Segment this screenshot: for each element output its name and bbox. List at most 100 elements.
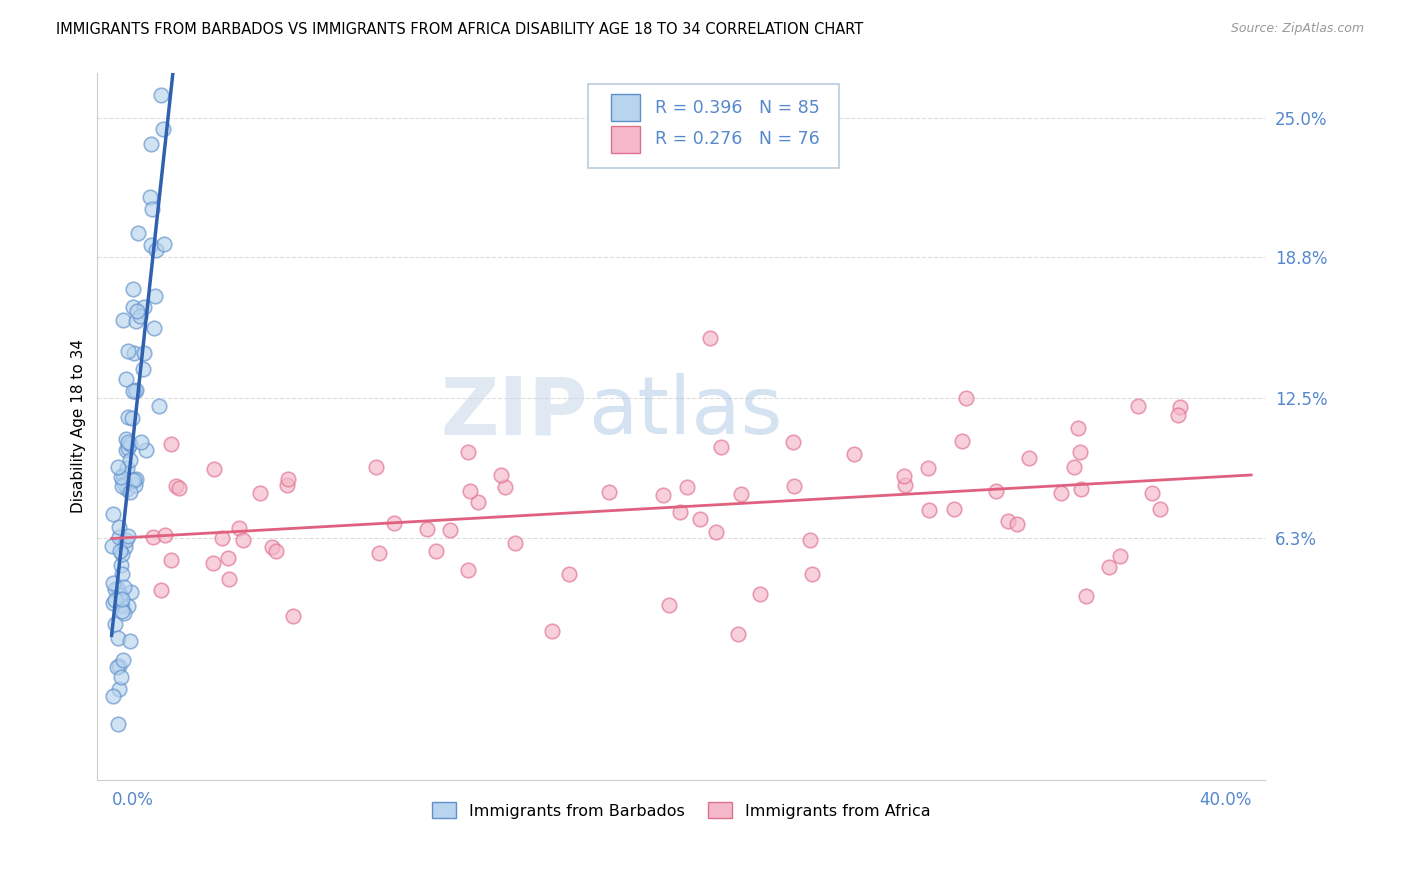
Text: ZIP: ZIP xyxy=(440,374,588,451)
Point xyxy=(124,473,146,487)
Point xyxy=(114,533,136,547)
Point xyxy=(955,392,977,406)
Point xyxy=(1167,408,1189,422)
Point xyxy=(260,540,283,554)
Point xyxy=(277,471,299,485)
Point xyxy=(107,717,129,731)
Point xyxy=(141,202,163,216)
Point xyxy=(112,606,135,620)
Point xyxy=(132,300,155,314)
Point xyxy=(111,653,134,667)
Point xyxy=(111,567,134,582)
Point xyxy=(1018,450,1040,465)
Point xyxy=(730,487,752,501)
Point xyxy=(669,505,692,519)
Point xyxy=(368,546,391,560)
Point xyxy=(145,243,167,257)
Point xyxy=(231,533,253,547)
Point xyxy=(1069,444,1091,458)
Point xyxy=(108,588,131,602)
Point xyxy=(783,479,806,493)
Point xyxy=(107,459,129,474)
Point xyxy=(165,479,187,493)
Point xyxy=(425,544,447,558)
Point xyxy=(129,309,152,323)
Point xyxy=(1149,502,1171,516)
Point xyxy=(143,321,166,335)
Point xyxy=(101,689,124,703)
Point xyxy=(121,282,143,296)
Point xyxy=(1070,482,1092,496)
Point xyxy=(134,346,156,360)
Point xyxy=(117,434,139,449)
Text: Source: ZipAtlas.com: Source: ZipAtlas.com xyxy=(1230,22,1364,36)
Point xyxy=(111,599,134,613)
Point xyxy=(503,536,526,550)
Point xyxy=(129,434,152,449)
Point xyxy=(153,236,176,251)
Point xyxy=(893,468,915,483)
Point xyxy=(120,437,142,451)
Point xyxy=(103,616,125,631)
Point xyxy=(124,384,146,398)
Point xyxy=(115,371,138,385)
Point xyxy=(104,592,127,607)
FancyBboxPatch shape xyxy=(588,84,839,169)
Point xyxy=(658,598,681,612)
Point xyxy=(228,521,250,535)
Point xyxy=(114,432,136,446)
Point xyxy=(689,512,711,526)
Point xyxy=(115,461,138,475)
Point xyxy=(110,558,132,573)
Point xyxy=(105,660,128,674)
Point xyxy=(1063,460,1085,475)
Point xyxy=(416,522,439,536)
Point xyxy=(110,598,132,612)
Point xyxy=(122,384,145,398)
Point xyxy=(152,122,174,136)
Point xyxy=(364,460,387,475)
Point xyxy=(117,482,139,496)
Point xyxy=(202,556,225,570)
Point xyxy=(101,507,124,521)
FancyBboxPatch shape xyxy=(612,126,641,153)
Point xyxy=(917,503,939,517)
FancyBboxPatch shape xyxy=(612,95,641,121)
Point xyxy=(135,443,157,458)
Point xyxy=(799,533,821,548)
Point xyxy=(125,472,148,486)
Point xyxy=(1074,590,1097,604)
Point xyxy=(141,136,163,151)
Point xyxy=(117,343,139,358)
Point xyxy=(997,514,1019,528)
Point xyxy=(121,300,143,314)
Point xyxy=(132,362,155,376)
Point xyxy=(458,483,481,498)
Point xyxy=(1050,486,1073,500)
Point xyxy=(107,659,129,673)
Point xyxy=(202,462,225,476)
Point xyxy=(110,470,132,484)
Point xyxy=(101,576,124,591)
Point xyxy=(120,633,142,648)
Text: R = 0.396   N = 85: R = 0.396 N = 85 xyxy=(655,99,820,117)
Text: 40.0%: 40.0% xyxy=(1199,791,1251,809)
Point xyxy=(112,580,135,594)
Point xyxy=(917,461,939,475)
Point xyxy=(120,585,142,599)
Point xyxy=(842,447,865,461)
Point xyxy=(382,516,405,531)
Text: atlas: atlas xyxy=(588,374,782,451)
Point xyxy=(782,435,804,450)
Point xyxy=(1005,516,1028,531)
Legend: Immigrants from Barbados, Immigrants from Africa: Immigrants from Barbados, Immigrants fro… xyxy=(426,796,938,825)
Point xyxy=(124,346,146,360)
Point xyxy=(155,527,177,541)
Point xyxy=(107,631,129,645)
Point xyxy=(110,670,132,684)
Point xyxy=(218,572,240,586)
Point xyxy=(699,331,721,345)
Point xyxy=(457,445,479,459)
Point xyxy=(727,627,749,641)
Point xyxy=(108,531,131,545)
